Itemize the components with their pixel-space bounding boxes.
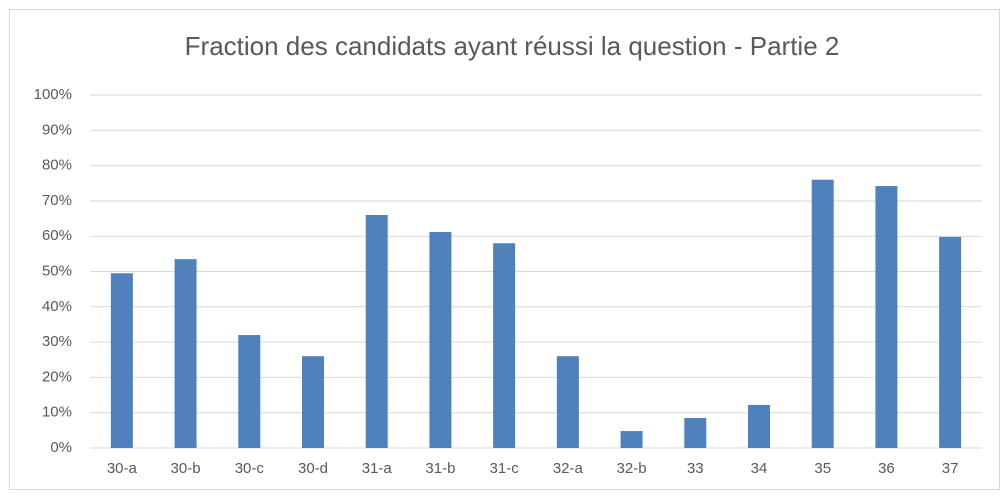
y-tick-label: 40%	[42, 298, 72, 315]
y-tick-label: 20%	[42, 368, 72, 385]
x-tick-label: 32-b	[617, 460, 647, 477]
bar	[302, 356, 324, 448]
x-tick-label: 31-a	[362, 460, 393, 477]
x-tick-label: 33	[687, 460, 704, 477]
x-tick-label: 30-b	[171, 460, 201, 477]
x-tick-label: 31-b	[425, 460, 455, 477]
bar	[684, 417, 707, 448]
bar	[811, 179, 834, 448]
y-tick-label: 30%	[42, 333, 72, 350]
y-tick-label: 90%	[42, 121, 72, 138]
x-tick-label: 31-c	[490, 460, 520, 477]
y-tick-label: 10%	[42, 404, 72, 421]
bar	[620, 431, 643, 448]
y-tick-label: 50%	[42, 262, 72, 279]
bar	[493, 243, 516, 448]
y-tick-label: 60%	[42, 227, 72, 244]
bar	[110, 273, 133, 448]
bar	[174, 259, 197, 448]
bar	[748, 404, 770, 448]
x-tick-label: 37	[942, 460, 959, 477]
x-tick-label: 35	[814, 460, 831, 477]
x-tick-label: 32-a	[553, 460, 584, 477]
x-tick-label: 34	[751, 460, 768, 477]
y-tick-label: 100%	[34, 86, 72, 103]
y-tick-label: 70%	[42, 192, 72, 209]
x-tick-label: 36	[878, 460, 895, 477]
bar	[238, 335, 261, 448]
bar	[556, 356, 579, 448]
bar	[939, 236, 962, 448]
bar	[875, 186, 898, 448]
x-tick-label: 30-c	[235, 460, 265, 477]
chart-title: Fraction des candidats ayant réussi la q…	[185, 31, 840, 61]
x-tick-label: 30-d	[298, 460, 328, 477]
bar	[365, 215, 388, 448]
bar	[429, 231, 452, 448]
y-tick-label: 0%	[50, 439, 72, 456]
x-tick-label: 30-a	[107, 460, 138, 477]
y-tick-label: 80%	[42, 157, 72, 174]
